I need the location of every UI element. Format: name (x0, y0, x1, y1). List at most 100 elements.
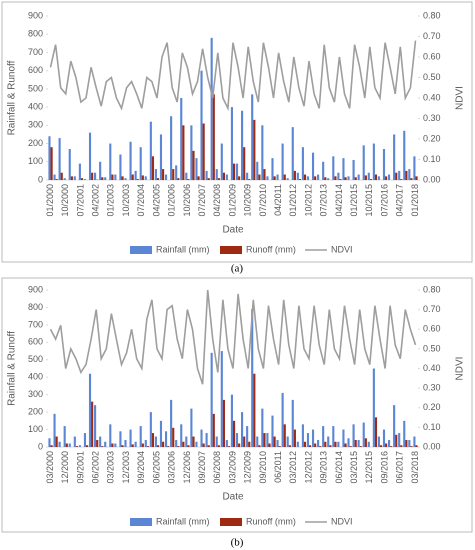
bar (253, 373, 256, 447)
bar (192, 436, 195, 447)
bar (215, 169, 218, 180)
bar (99, 436, 102, 447)
bar (167, 446, 170, 447)
bar (367, 172, 370, 180)
bar (175, 165, 178, 180)
bar (83, 433, 87, 447)
x-tick-label: 01/2000 (45, 184, 55, 217)
x-tick-label: 06/2017 (395, 451, 405, 484)
bar (408, 440, 411, 447)
panel-frame (1, 1, 473, 263)
bar (311, 429, 315, 447)
bar (332, 426, 335, 447)
bar (309, 445, 312, 447)
bar (222, 399, 225, 447)
bar (415, 445, 418, 447)
bar (180, 424, 183, 447)
bar (164, 174, 168, 180)
x-tick-label: 10/2006 (182, 184, 192, 217)
bar (55, 436, 58, 447)
bar (104, 441, 107, 447)
bar (238, 443, 241, 447)
bar (111, 443, 114, 447)
bar (139, 147, 142, 180)
bar (235, 433, 239, 447)
bar (50, 445, 53, 447)
bar (364, 438, 367, 447)
bar (301, 424, 304, 447)
y-tick-label: 300 (28, 389, 43, 399)
bar (246, 172, 249, 180)
bar (395, 172, 398, 180)
bar (311, 152, 315, 180)
legend-swatch (220, 246, 242, 254)
y-tick-label: 500 (28, 83, 43, 93)
bar (317, 174, 320, 180)
bar (367, 441, 370, 447)
bar (334, 441, 337, 447)
bar (75, 446, 79, 447)
y2-axis-title: NDVI (455, 86, 466, 110)
bar (68, 149, 71, 180)
bar (296, 441, 299, 447)
bar (119, 431, 122, 447)
bar (99, 161, 102, 180)
bar (263, 433, 266, 447)
bar (256, 161, 259, 180)
bar (180, 98, 183, 180)
bar (200, 70, 203, 180)
y2-tick-label: 0.40 (423, 92, 441, 102)
bar (205, 433, 208, 447)
bar (101, 446, 104, 447)
bar (124, 440, 127, 447)
bar (220, 351, 223, 447)
y-tick-label: 0 (38, 441, 43, 451)
bar (68, 443, 71, 447)
bar (220, 143, 223, 180)
y2-tick-label: 0.50 (423, 343, 441, 353)
ndvi-line (49, 40, 417, 112)
bar (385, 176, 388, 180)
bar (187, 445, 190, 447)
bar (207, 445, 210, 447)
bar (327, 178, 330, 180)
bar (273, 176, 276, 180)
x-tick-label: 01/2018 (410, 184, 420, 217)
bar (215, 436, 218, 447)
bar (185, 436, 188, 447)
bar (314, 176, 317, 180)
bar (50, 147, 53, 180)
bar (164, 431, 168, 447)
bar (334, 176, 337, 180)
bar (53, 413, 56, 447)
x-tick-label: 09/2001 (75, 451, 85, 484)
y2-tick-label: 0.40 (423, 363, 441, 373)
y-tick-label: 700 (28, 47, 43, 57)
x-axis-title: Date (222, 492, 244, 503)
bar (324, 441, 327, 447)
bar (256, 436, 259, 447)
x-tick-label: 06/2014 (334, 451, 344, 484)
legend-label: Runoff (mm) (246, 244, 296, 254)
y2-tick-label: 0.30 (423, 383, 441, 393)
x-tick-label: 01/2012 (288, 184, 298, 217)
y-tick-label: 600 (28, 65, 43, 75)
bar (387, 440, 391, 447)
bar (190, 408, 193, 447)
bar (372, 368, 375, 447)
y2-tick-label: 0.50 (423, 72, 441, 82)
bar (261, 125, 264, 180)
legend-label: NDVI (331, 516, 353, 526)
bar (369, 179, 372, 180)
bar (230, 394, 233, 447)
bar (296, 172, 299, 180)
bar (352, 424, 355, 447)
bar (73, 436, 76, 447)
bar (225, 174, 228, 180)
x-tick-label: 12/2012 (303, 451, 313, 484)
bar (230, 107, 233, 180)
bar (141, 443, 144, 447)
bar (217, 178, 220, 180)
y2-tick-label: 0.30 (423, 113, 441, 123)
bar (172, 427, 175, 447)
